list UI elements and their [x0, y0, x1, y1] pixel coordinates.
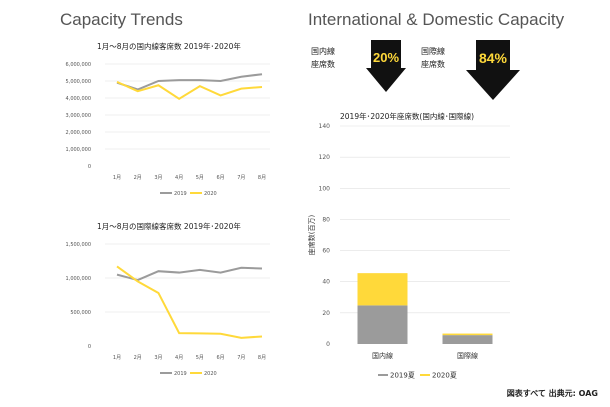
bar-国内線-2019夏	[357, 305, 408, 344]
domestic-y-tick-label: 3,000,000	[66, 113, 91, 119]
international-line-chart: 1月～8月の国際線客席数 2019年･2020年 0 500,000 1,000,00…	[66, 221, 270, 377]
bar-legend-label-2019夏: 2019夏	[390, 372, 415, 380]
right-section-title: International & Domestic Capacity	[308, 10, 565, 29]
international-x-tick-label: 6月	[216, 355, 224, 361]
bar-国内線-2020夏	[357, 273, 408, 306]
bar-y-tick-label: 140	[319, 123, 331, 130]
bar-y-tick-label: 80	[322, 216, 330, 223]
international-series-2020-line	[116, 265, 263, 339]
domestic-x-tick-label: 7月	[237, 175, 245, 181]
domestic-x-tick-label: 8月	[258, 175, 266, 181]
bar-chart-title: 2019年･2020年座席数(国内線･国際線)	[340, 111, 474, 121]
domestic-y-tick-label: 5,000,000	[66, 79, 91, 85]
domestic-line-chart: 1月～8月の国内線客席数 2019年･2020年 0 1,000,000 2,000,…	[66, 41, 270, 197]
international-x-tick-label: 2月	[134, 355, 142, 361]
international-x-tick-label: 1月	[113, 355, 121, 361]
international-y-tick-label: 1,000,000	[66, 276, 91, 282]
domestic-x-tick-label: 1月	[113, 175, 121, 181]
international-y-tick-label: 500,000	[70, 310, 91, 316]
bar-y-axis-label: 座席数(百万)	[307, 215, 316, 256]
bar-y-tick-label: 40	[322, 279, 330, 286]
international-x-tick-label: 3月	[154, 355, 162, 361]
international-y-tick-label: 1,500,000	[66, 242, 91, 248]
domestic-change-value: 20%	[372, 50, 400, 65]
domestic-y-tick-label: 6,000,000	[66, 62, 91, 68]
international-y-tick-label: 0	[88, 344, 91, 350]
left-section-title: Capacity Trends	[60, 10, 183, 29]
domestic-series-2020-line	[116, 80, 263, 101]
domestic-y-tick-label: 4,000,000	[66, 96, 91, 102]
international-series-2019-line	[116, 266, 263, 282]
domestic-y-tick-label: 1,000,000	[66, 147, 91, 153]
domestic-seats-label: 国内線 座席数	[311, 47, 335, 69]
international-arrow-shape	[466, 40, 520, 100]
domestic-legend-label-2020: 2020	[204, 191, 217, 197]
bar-x-tick-label: 国内線	[372, 351, 393, 360]
international-seats-label: 国際線 座席数	[421, 47, 445, 69]
source-footer: 図表すべて 出典元: OAG	[506, 389, 598, 398]
international-x-tick-label: 4月	[175, 355, 183, 361]
bar-x-tick-label: 国際線	[457, 351, 478, 360]
international-x-tick-label: 8月	[258, 355, 266, 361]
domestic-x-tick-label: 2月	[134, 175, 142, 181]
domestic-y-tick-label: 2,000,000	[66, 130, 91, 136]
international-x-tick-label: 5月	[196, 355, 204, 361]
bar-国際線-2020夏	[442, 333, 493, 336]
international-legend-label-2020: 2020	[204, 371, 217, 377]
international-down-arrow-icon	[466, 40, 520, 100]
international-chart-title: 1月～8月の国際線客席数 2019年･2020年	[97, 221, 241, 231]
domestic-x-tick-label: 3月	[154, 175, 162, 181]
domestic-x-tick-label: 6月	[216, 175, 224, 181]
domestic-arrow-shape	[366, 40, 406, 92]
domestic-legend-label-2019: 2019	[174, 191, 187, 197]
bar-y-tick-label: 0	[326, 341, 330, 348]
international-x-tick-label: 7月	[237, 355, 245, 361]
bar-y-tick-label: 20	[322, 310, 330, 317]
domestic-y-tick-label: 0	[88, 164, 91, 170]
bar-legend-label-2020夏: 2020夏	[432, 372, 457, 380]
domestic-x-tick-label: 4月	[175, 175, 183, 181]
domestic-x-tick-label: 5月	[196, 175, 204, 181]
bar-国際線-2019夏	[442, 335, 493, 344]
international-legend-label-2019: 2019	[174, 371, 187, 377]
bar-y-tick-label: 60	[322, 248, 330, 255]
stacked-bar-chart: 2019年･2020年座席数(国内線･国際線) 0 20 40 60 80 100 120 14…	[307, 111, 510, 380]
domestic-chart-title: 1月～8月の国内線客席数 2019年･2020年	[97, 41, 241, 51]
international-change-value: 84%	[478, 50, 508, 66]
bar-y-tick-label: 120	[319, 154, 331, 161]
bar-y-tick-label: 100	[319, 185, 331, 192]
domestic-down-arrow-icon	[366, 40, 406, 92]
domestic-series-2019-line	[116, 73, 263, 91]
